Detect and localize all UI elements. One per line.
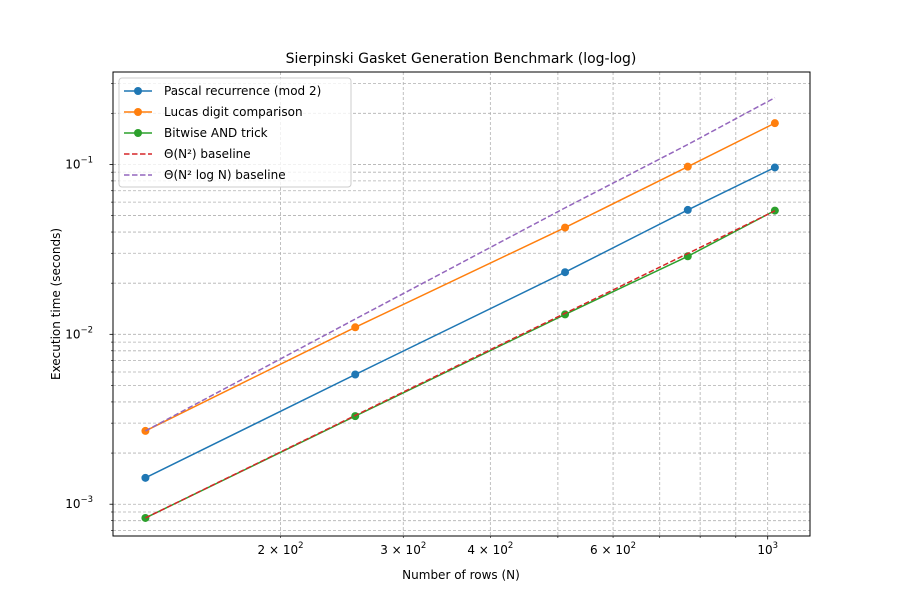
series-line-3: [145, 210, 776, 519]
y-tick-label: 10−3: [65, 495, 93, 511]
legend-entry: Lucas digit comparison: [124, 105, 303, 119]
data-point: [141, 473, 150, 482]
legend-label: Θ(N²) baseline: [164, 147, 251, 161]
legend-label: Bitwise AND trick: [164, 126, 268, 140]
x-axis-label: Number of rows (N): [402, 568, 520, 582]
data-point: [351, 323, 360, 332]
legend-marker: [134, 129, 142, 137]
x-tick-label: 103: [757, 541, 778, 557]
x-tick-label: 2 × 102: [258, 541, 304, 557]
x-tick-label: 6 × 102: [590, 541, 636, 557]
plot-frame: [112, 71, 811, 537]
legend-label: Θ(N² log N) baseline: [164, 168, 286, 182]
data-point: [683, 162, 692, 171]
data-point: [770, 206, 779, 215]
data-point: [683, 205, 692, 214]
legend-entry: Θ(N² log N) baseline: [124, 168, 286, 182]
data-point: [561, 310, 570, 319]
data-point: [561, 223, 570, 232]
y-axis-label: Execution time (seconds): [49, 228, 63, 380]
series-line-4: [145, 97, 776, 432]
data-point: [141, 426, 150, 435]
legend-label: Pascal recurrence (mod 2): [164, 84, 321, 98]
chart-title: Sierpinski Gasket Generation Benchmark (…: [286, 51, 637, 67]
legend-marker: [134, 108, 142, 116]
legend-entry: Pascal recurrence (mod 2): [124, 84, 321, 98]
data-point: [141, 513, 150, 522]
legend-marker: [134, 87, 142, 95]
data-point: [770, 119, 779, 128]
x-tick-label: 3 × 102: [380, 541, 426, 557]
y-tick-label: 10−1: [65, 155, 93, 171]
legend-entry: Bitwise AND trick: [124, 126, 268, 140]
y-tick-label: 10−2: [65, 325, 93, 341]
legend-label: Lucas digit comparison: [164, 105, 303, 119]
data-point: [770, 163, 779, 172]
legend-box: [118, 77, 352, 188]
axis-ticks: 2 × 102 3 × 102 4 × 102 6 × 102 103 10−3 10−2 1…: [65, 83, 778, 557]
x-tick-label: 4 × 102: [467, 541, 513, 557]
legend-entry: Θ(N²) baseline: [124, 147, 251, 161]
series-layer: [141, 97, 779, 522]
legend: Pascal recurrence (mod 2) Lucas digit com…: [118, 77, 352, 188]
data-point: [561, 268, 570, 277]
data-point: [351, 370, 360, 379]
